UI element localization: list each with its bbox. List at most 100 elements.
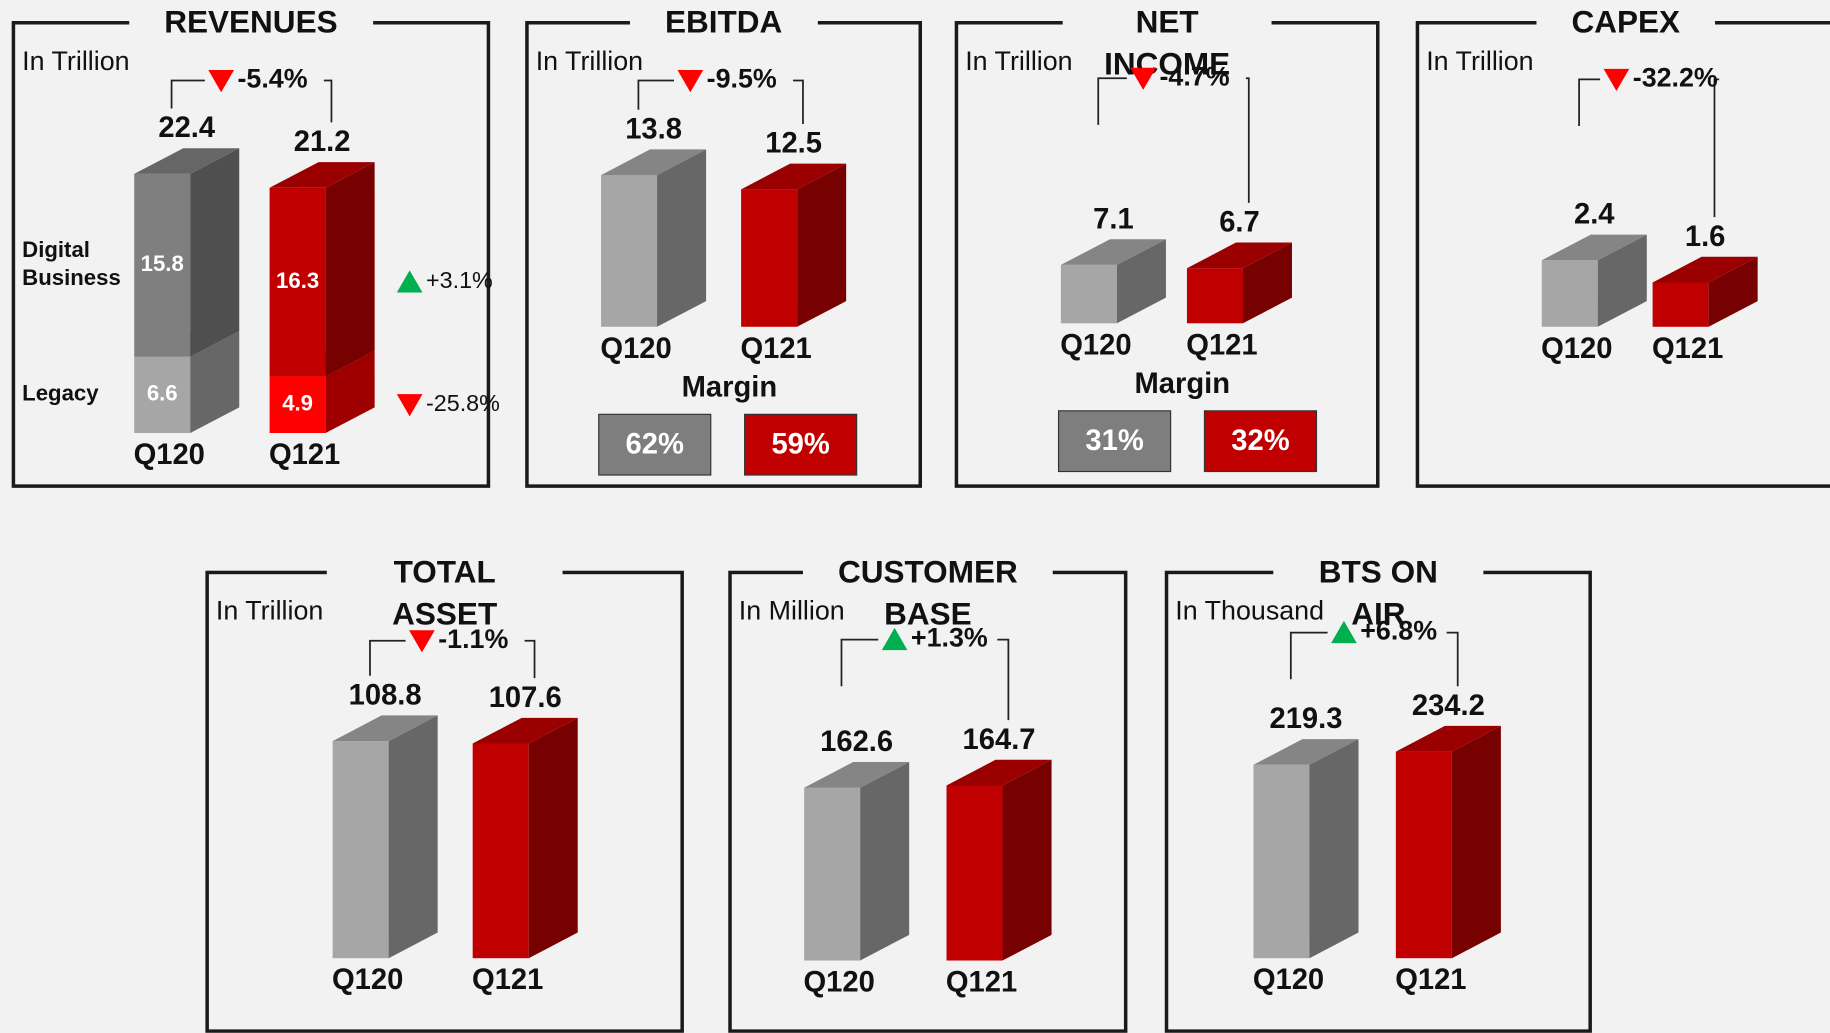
- change-arrow: [1603, 68, 1630, 92]
- panel-subtitle: In Trillion: [965, 45, 1073, 76]
- bar-front: [1186, 268, 1243, 324]
- panel: TOTAL ASSET In Trillion 108.8 107.6 Q120 Q121…: [205, 550, 684, 1033]
- bracket: [170, 79, 205, 109]
- bracket: [1713, 78, 1720, 218]
- value-label: 164.7: [963, 724, 1036, 756]
- bar-side: [1708, 256, 1758, 327]
- bar-front: [1060, 264, 1117, 324]
- margin-title: Margin: [1134, 368, 1230, 400]
- value-label: 107.6: [489, 682, 562, 714]
- margin-label: 32%: [1231, 425, 1289, 457]
- category-label: Q120: [134, 439, 205, 471]
- bar-top: [946, 759, 1052, 786]
- margin-box: [744, 413, 858, 476]
- bar-top: [1253, 739, 1359, 765]
- bar-top: [472, 717, 578, 744]
- panel-title: TOTAL ASSET: [326, 550, 563, 635]
- panel-subtitle: In Thousand: [1175, 595, 1325, 626]
- margin-box: [598, 413, 712, 476]
- category-label: Q120: [332, 964, 403, 996]
- bar-top: [1652, 256, 1758, 283]
- panel-subtitle: In Trillion: [22, 45, 130, 76]
- bar-side: [797, 163, 847, 327]
- series-change: -25.8%: [426, 390, 500, 416]
- series-name: Digital Business: [22, 238, 121, 291]
- panel-title: BTS ON AIR: [1273, 550, 1484, 635]
- bracket: [1289, 631, 1328, 680]
- value-label: 219.3: [1270, 703, 1343, 735]
- margin-label: 31%: [1085, 425, 1143, 457]
- series-change: +3.1%: [426, 267, 493, 293]
- change-label: -1.1%: [438, 624, 508, 654]
- bar-front: [1395, 751, 1452, 959]
- bar-top: [804, 762, 910, 788]
- panel-chart: 6.6 15.8 22.4 4.9 -25.8% 16.3 +3.1% 21.2 Q120 Q12…: [134, 64, 500, 471]
- bracket: [1446, 631, 1459, 687]
- bar-top: [269, 162, 375, 188]
- value-label: 234.2: [1412, 690, 1485, 722]
- margin-title: Margin: [682, 371, 778, 403]
- bar-front: [134, 356, 191, 433]
- panel: CUSTOMER BASE In Million 162.6 164.7 Q120 Q12…: [728, 550, 1128, 1033]
- bar-side: [860, 762, 910, 961]
- segment-label: 15.8: [141, 251, 184, 276]
- panel: REVENUES In Trillion 6.6 15.8 22.4 4.9 -25.8% 1…: [11, 1, 500, 488]
- bar-top: [1060, 239, 1166, 265]
- change-label: -32.2%: [1633, 62, 1718, 92]
- change-arrow: [677, 70, 704, 93]
- margin-label: 59%: [771, 429, 829, 461]
- bar-front: [601, 175, 658, 327]
- panel-chart: 162.6 164.7 Q120 Q121 +1.3%: [803, 623, 1052, 999]
- bar-top: [1541, 234, 1647, 261]
- panel-subtitle: In Million: [738, 595, 845, 626]
- change-arrow: [409, 630, 435, 653]
- bracket: [793, 79, 804, 125]
- bracket: [1245, 77, 1250, 203]
- segment-label: 6.6: [147, 381, 178, 406]
- bar-top: [332, 715, 438, 742]
- category-label: Q121: [740, 333, 811, 365]
- bar-side: [1242, 242, 1292, 324]
- value-label: 1.6: [1685, 221, 1726, 253]
- change-arrow: [208, 70, 235, 93]
- margin-box: [1203, 410, 1318, 473]
- panel-chart: 219.3 234.2 Q120 Q121 +6.8%: [1253, 616, 1501, 996]
- bar-front: [1541, 260, 1598, 327]
- value-label: 13.8: [625, 113, 682, 145]
- segment-label: 4.9: [282, 391, 313, 416]
- bar-front: [134, 173, 191, 357]
- bar-side: [325, 162, 375, 377]
- bar-side: [190, 148, 240, 357]
- bar-top: [1186, 242, 1292, 269]
- panel-chart: 7.1 6.7 Q120 Q121 -4.7% Margin 31% 32%: [1057, 61, 1318, 473]
- margin-label: 62%: [626, 429, 684, 461]
- panel: BTS ON AIR In Thousand 219.3 234.2 Q120 Q121 +…: [1164, 550, 1592, 1033]
- change-label: +6.8%: [1360, 616, 1437, 646]
- value-label: 12.5: [765, 128, 822, 160]
- change-arrow: [396, 394, 423, 417]
- change-label: -9.5%: [707, 64, 777, 94]
- change-arrow: [396, 270, 423, 293]
- bar-side: [325, 350, 375, 433]
- bracket: [323, 79, 333, 123]
- category-label: Q120: [1060, 329, 1131, 361]
- bar-front: [804, 787, 861, 961]
- category-label: Q121: [1186, 329, 1257, 361]
- category-label: Q121: [472, 964, 543, 996]
- category-label: Q120: [600, 333, 671, 365]
- bracket: [524, 639, 536, 679]
- bar-side: [190, 330, 240, 433]
- panel-title: EBITDA: [629, 1, 818, 44]
- bar-side: [528, 717, 578, 959]
- bracket: [840, 638, 879, 687]
- bar-top: [134, 148, 240, 174]
- bracket: [1097, 77, 1127, 125]
- category-label: Q121: [946, 967, 1017, 999]
- bar-side: [1116, 239, 1166, 324]
- panel-title: CUSTOMER BASE: [802, 550, 1053, 635]
- segment-label: 16.3: [276, 268, 319, 293]
- category-label: Q121: [1652, 333, 1723, 365]
- value-label: 108.8: [349, 679, 422, 711]
- bar-front: [1652, 282, 1709, 327]
- value-label: 2.4: [1574, 199, 1615, 231]
